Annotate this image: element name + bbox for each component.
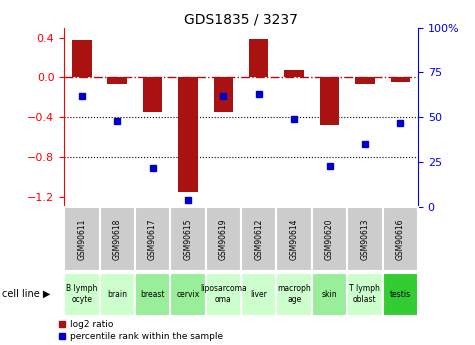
- Bar: [347, 273, 383, 316]
- Text: cell line ▶: cell line ▶: [2, 289, 51, 299]
- Text: testis: testis: [390, 289, 411, 299]
- Bar: [347, 207, 383, 271]
- Text: GSM90616: GSM90616: [396, 218, 405, 260]
- Bar: [107, 77, 127, 85]
- Bar: [170, 207, 206, 271]
- Text: GSM90620: GSM90620: [325, 218, 334, 260]
- Bar: [355, 77, 375, 85]
- Bar: [99, 273, 135, 316]
- Text: T lymph
oblast: T lymph oblast: [350, 284, 380, 304]
- Bar: [241, 273, 276, 316]
- Bar: [206, 273, 241, 316]
- Title: GDS1835 / 3237: GDS1835 / 3237: [184, 12, 298, 27]
- Text: GSM90618: GSM90618: [113, 218, 122, 259]
- Text: GSM90619: GSM90619: [219, 218, 228, 260]
- Bar: [64, 207, 100, 271]
- Bar: [72, 40, 92, 77]
- Bar: [178, 77, 198, 192]
- Bar: [390, 77, 410, 82]
- Bar: [383, 273, 418, 316]
- Text: GSM90611: GSM90611: [77, 218, 86, 259]
- Bar: [135, 207, 171, 271]
- Bar: [170, 273, 206, 316]
- Text: B lymph
ocyte: B lymph ocyte: [66, 284, 97, 304]
- Bar: [214, 77, 233, 112]
- Text: liver: liver: [250, 289, 267, 299]
- Text: GSM90615: GSM90615: [183, 218, 192, 260]
- Text: GSM90612: GSM90612: [254, 218, 263, 259]
- Bar: [276, 273, 312, 316]
- Legend: log2 ratio, percentile rank within the sample: log2 ratio, percentile rank within the s…: [59, 320, 223, 341]
- Bar: [241, 207, 276, 271]
- Bar: [312, 273, 347, 316]
- Text: liposarcoma
oma: liposarcoma oma: [200, 284, 247, 304]
- Text: GSM90617: GSM90617: [148, 218, 157, 260]
- Text: GSM90613: GSM90613: [361, 218, 370, 260]
- Text: GSM90614: GSM90614: [290, 218, 299, 260]
- Text: breast: breast: [140, 289, 165, 299]
- Bar: [99, 207, 135, 271]
- Text: skin: skin: [322, 289, 337, 299]
- Bar: [276, 207, 312, 271]
- Bar: [135, 273, 171, 316]
- Bar: [249, 39, 268, 77]
- Bar: [143, 77, 162, 112]
- Bar: [285, 70, 304, 77]
- Bar: [64, 273, 100, 316]
- Bar: [320, 77, 339, 125]
- Text: cervix: cervix: [176, 289, 200, 299]
- Text: brain: brain: [107, 289, 127, 299]
- Bar: [206, 207, 241, 271]
- Bar: [383, 207, 418, 271]
- Bar: [312, 207, 347, 271]
- Text: macroph
age: macroph age: [277, 284, 311, 304]
